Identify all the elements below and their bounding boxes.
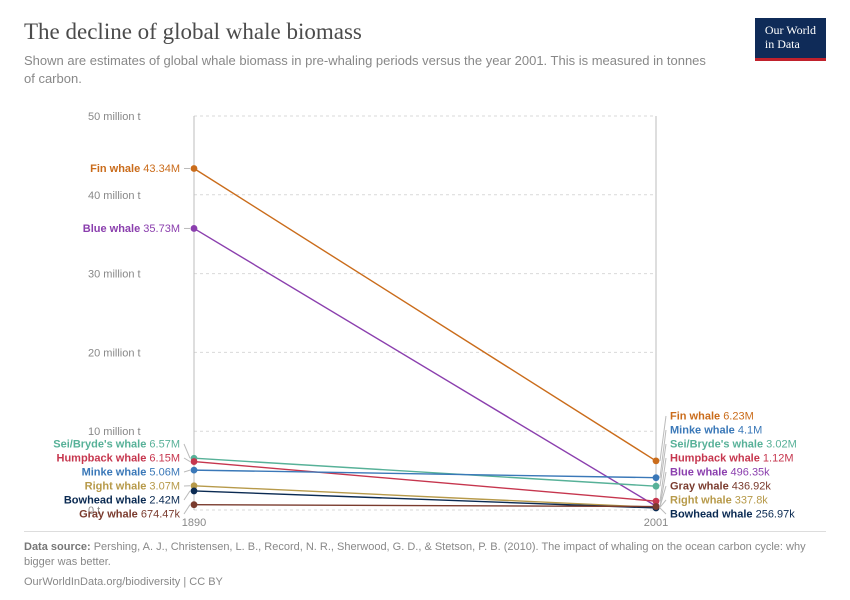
svg-text:20 million t: 20 million t: [88, 347, 141, 359]
series-label-start: Minke whale 5.06M: [82, 466, 180, 478]
label-leader: [660, 508, 666, 514]
series-label-end: Blue whale 496.35k: [670, 466, 770, 478]
series-label-start: Bowhead whale 2.42M: [64, 494, 180, 506]
label-leader: [184, 505, 190, 514]
logo-line2: in Data: [765, 37, 800, 51]
label-leader: [184, 491, 190, 500]
series-label-end: Right whale 337.8k: [670, 494, 768, 506]
series-line: [194, 228, 656, 506]
series-marker-start: [191, 467, 198, 474]
y-tick: 10 million t: [88, 426, 141, 438]
series-marker-end: [653, 483, 660, 490]
series-label-start: Blue whale 35.73M: [83, 223, 180, 235]
svg-text:50 million t: 50 million t: [88, 111, 141, 123]
series-label-start: Right whale 3.07M: [85, 480, 180, 492]
series-label-end: Gray whale 436.92k: [670, 480, 771, 492]
label-leader: [184, 444, 190, 458]
series-label-start: Sei/Bryde's whale 6.57M: [53, 438, 180, 450]
series-marker-start: [191, 501, 198, 508]
svg-text:30 million t: 30 million t: [88, 269, 141, 281]
source-label: Data source:: [24, 541, 91, 553]
title-block: The decline of global whale biomass Show…: [24, 18, 714, 88]
owid-logo: Our World in Data: [755, 18, 826, 61]
x-tick: 1890: [182, 517, 206, 529]
y-tick: 20 million t: [88, 347, 141, 359]
series-label-end: Minke whale 4.1M: [670, 424, 762, 436]
series-label-end: Humpback whale 1.12M: [670, 452, 794, 464]
y-tick: 30 million t: [88, 269, 141, 281]
series-label-end: Bowhead whale 256.97k: [670, 508, 795, 520]
series-line: [194, 486, 656, 508]
page-subtitle: Shown are estimates of global whale biom…: [24, 52, 714, 88]
svg-text:40 million t: 40 million t: [88, 190, 141, 202]
page-title: The decline of global whale biomass: [24, 18, 714, 46]
series-line: [194, 168, 656, 460]
series-marker-start: [191, 487, 198, 494]
y-tick: 40 million t: [88, 190, 141, 202]
series-marker-end: [653, 457, 660, 464]
footer: Data source: Pershing, A. J., Christense…: [24, 531, 826, 588]
header: The decline of global whale biomass Show…: [24, 18, 826, 88]
series-label-end: Fin whale 6.23M: [670, 410, 754, 422]
series-marker-end: [653, 503, 660, 510]
chart-container: 0 t10 million t20 million t30 million t4…: [24, 106, 826, 536]
source-text: Pershing, A. J., Christensen, L. B., Rec…: [24, 541, 806, 568]
logo-line1: Our World: [765, 23, 816, 37]
license-line: OurWorldInData.org/biodiversity | CC BY: [24, 576, 826, 588]
series-label-end: Sei/Bryde's whale 3.02M: [670, 438, 797, 450]
series-marker-start: [191, 225, 198, 232]
x-tick: 2001: [644, 517, 668, 529]
page: The decline of global whale biomass Show…: [0, 0, 850, 600]
series-label-start: Humpback whale 6.15M: [57, 452, 181, 464]
series-label-start: Gray whale 674.47k: [79, 508, 180, 520]
svg-text:1890: 1890: [182, 517, 206, 529]
label-leader: [184, 458, 190, 462]
series-marker-start: [191, 165, 198, 172]
svg-text:2001: 2001: [644, 517, 668, 529]
series-label-start: Fin whale 43.34M: [90, 163, 180, 175]
label-leader: [184, 470, 190, 472]
svg-text:10 million t: 10 million t: [88, 426, 141, 438]
y-tick: 50 million t: [88, 111, 141, 123]
slope-chart: 0 t10 million t20 million t30 million t4…: [24, 106, 826, 536]
series-line: [194, 470, 656, 478]
series-marker-start: [191, 458, 198, 465]
data-source: Data source: Pershing, A. J., Christense…: [24, 531, 826, 570]
series-marker-end: [653, 474, 660, 481]
